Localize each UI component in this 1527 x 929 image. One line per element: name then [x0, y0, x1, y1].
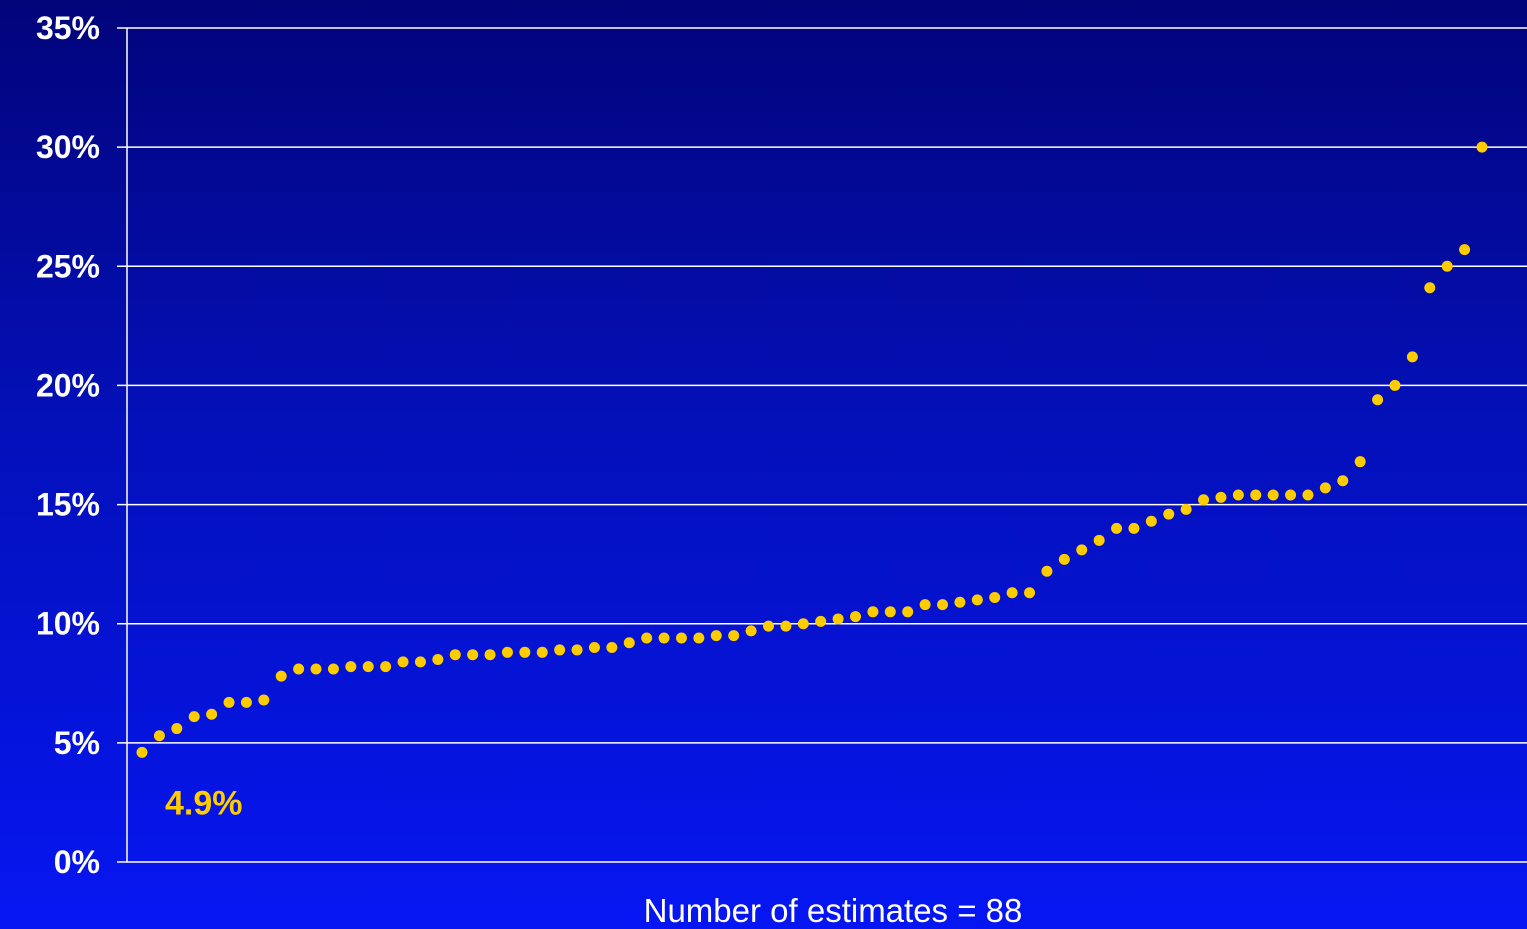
data-point	[519, 646, 531, 658]
data-point	[171, 723, 183, 735]
data-point	[1250, 489, 1262, 501]
data-point	[797, 618, 809, 630]
y-tick-label: 15%	[36, 487, 100, 523]
data-point	[188, 711, 200, 723]
x-axis-label: Number of estimates = 88	[644, 892, 1023, 929]
data-point	[1441, 260, 1453, 272]
data-point	[1006, 587, 1018, 599]
y-tick-label: 0%	[54, 844, 100, 880]
data-point	[728, 630, 740, 642]
data-point	[762, 620, 774, 632]
data-point	[954, 596, 966, 608]
data-point	[641, 632, 653, 644]
data-point	[623, 637, 635, 649]
data-point	[1058, 553, 1070, 565]
data-point	[206, 708, 218, 720]
data-point	[815, 615, 827, 627]
data-point	[971, 594, 983, 606]
data-point	[1302, 489, 1314, 501]
data-point	[153, 730, 165, 742]
data-point	[606, 642, 618, 654]
data-point	[693, 632, 705, 644]
data-point	[380, 661, 392, 673]
data-point	[432, 653, 444, 665]
gridlines	[117, 27, 1527, 863]
data-point	[293, 663, 305, 675]
y-tick-label: 5%	[54, 725, 100, 761]
annotation-label: 4.9%	[165, 784, 243, 822]
data-point	[780, 620, 792, 632]
data-point	[1111, 522, 1123, 534]
data-point	[658, 632, 670, 644]
data-point	[1180, 503, 1192, 515]
data-point	[919, 599, 931, 611]
data-point	[310, 663, 322, 675]
annotations: 4.9%30%	[165, 784, 243, 822]
data-point	[501, 646, 513, 658]
y-tick-label: 10%	[36, 606, 100, 642]
data-point	[1424, 282, 1436, 294]
data-point	[240, 696, 252, 708]
data-point	[1459, 244, 1471, 256]
data-point	[1215, 491, 1227, 503]
data-point	[467, 649, 479, 661]
data-point	[710, 630, 722, 642]
data-point	[362, 661, 374, 673]
data-point	[449, 649, 461, 661]
data-point	[397, 656, 409, 668]
data-point	[571, 644, 583, 656]
data-point	[745, 625, 757, 637]
data-point	[345, 661, 357, 673]
data-point	[1337, 475, 1349, 487]
y-tick-label: 30%	[36, 129, 100, 165]
data-point	[937, 599, 949, 611]
data-points	[136, 141, 1488, 758]
data-point	[1093, 534, 1105, 546]
data-point	[275, 670, 287, 682]
data-point	[588, 642, 600, 654]
data-point	[223, 696, 235, 708]
data-point	[850, 611, 862, 623]
data-point	[1476, 141, 1488, 153]
data-point	[1389, 379, 1401, 391]
data-point	[1163, 508, 1175, 520]
data-point	[258, 694, 270, 706]
data-point	[1372, 394, 1384, 406]
data-point	[414, 656, 426, 668]
data-point	[1145, 515, 1157, 527]
data-point	[867, 606, 879, 618]
data-point	[1285, 489, 1297, 501]
data-point	[1076, 544, 1088, 556]
data-point	[536, 646, 548, 658]
data-point	[136, 746, 148, 758]
data-point	[554, 644, 566, 656]
y-tick-label: 20%	[36, 367, 100, 403]
data-point	[327, 663, 339, 675]
data-point	[675, 632, 687, 644]
data-point	[1128, 522, 1140, 534]
data-point	[484, 649, 496, 661]
data-point	[832, 613, 844, 625]
data-point	[1267, 489, 1279, 501]
y-axis-tick-labels: 0% 5% 10% 15% 20% 25% 30% 35%	[36, 10, 100, 880]
data-point	[902, 606, 914, 618]
data-point	[989, 592, 1001, 604]
data-point	[1354, 456, 1366, 468]
data-point	[884, 606, 896, 618]
data-point	[1319, 482, 1331, 494]
y-tick-label: 35%	[36, 10, 100, 46]
data-point	[1041, 565, 1053, 577]
data-point	[1406, 351, 1418, 363]
y-tick-label: 25%	[36, 248, 100, 284]
data-point	[1198, 494, 1210, 506]
data-point	[1024, 587, 1036, 599]
data-point	[1232, 489, 1244, 501]
